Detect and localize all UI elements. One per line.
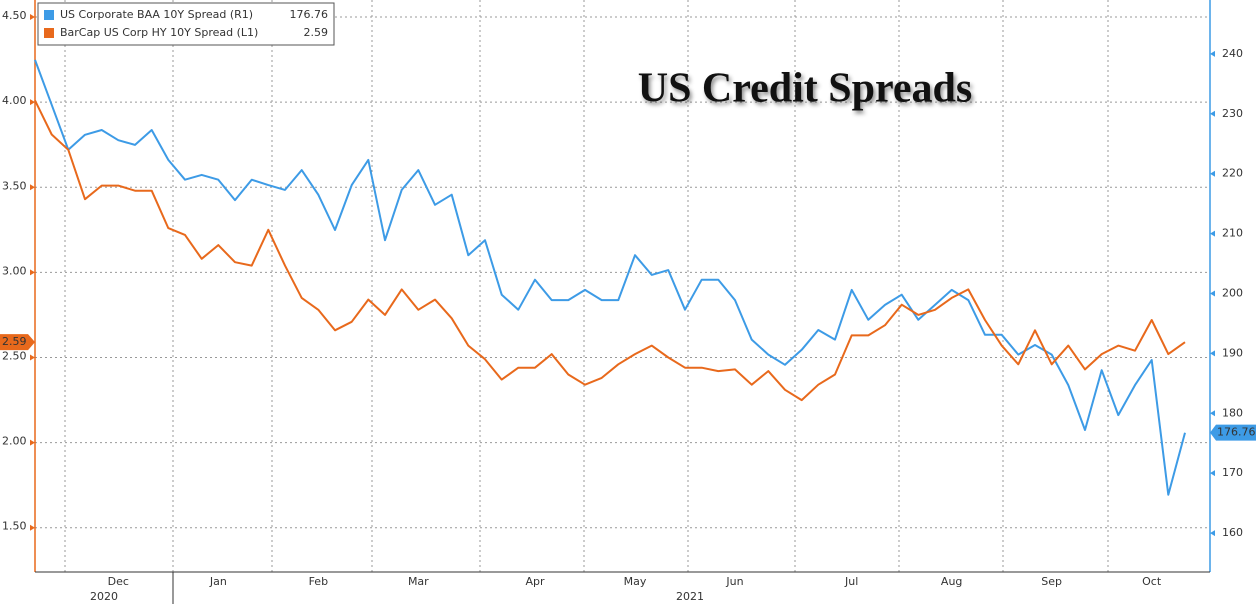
y-tick-mark xyxy=(30,439,35,446)
year-label: 2020 xyxy=(90,590,118,603)
legend-value: 176.76 xyxy=(290,8,329,21)
y2-tick-mark xyxy=(1210,110,1215,117)
x-tick-label: Feb xyxy=(309,575,328,588)
y2-tick-label: 210 xyxy=(1222,227,1243,240)
last-value-label: 176.76 xyxy=(1217,426,1256,439)
y-tick-label: 4.00 xyxy=(2,94,27,107)
x-tick-label: Dec xyxy=(108,575,129,588)
y2-tick-label: 190 xyxy=(1222,346,1243,359)
y2-tick-mark xyxy=(1210,50,1215,57)
y-tick-mark xyxy=(30,99,35,106)
y-tick-mark xyxy=(30,269,35,276)
x-tick-label: Jul xyxy=(844,575,858,588)
y2-tick-label: 240 xyxy=(1222,47,1243,60)
x-tick-label: Oct xyxy=(1142,575,1162,588)
y-tick-mark xyxy=(30,184,35,191)
y2-tick-mark xyxy=(1210,350,1215,357)
chart-title: US Credit Spreads xyxy=(638,66,973,112)
y2-tick-label: 180 xyxy=(1222,406,1243,419)
y-tick-mark xyxy=(30,524,35,531)
y2-tick-mark xyxy=(1210,170,1215,177)
y2-tick-mark xyxy=(1210,290,1215,297)
y2-tick-label: 220 xyxy=(1222,167,1243,180)
y2-tick-mark xyxy=(1210,470,1215,477)
y2-tick-mark xyxy=(1210,530,1215,537)
y-tick-mark xyxy=(30,14,35,21)
last-value-label: 2.59 xyxy=(2,335,27,348)
legend-label: BarCap US Corp HY 10Y Spread (L1) xyxy=(60,26,258,39)
y2-tick-mark xyxy=(1210,230,1215,237)
y-tick-label: 2.00 xyxy=(2,435,27,448)
legend-label: US Corporate BAA 10Y Spread (R1) xyxy=(60,8,253,21)
legend-box xyxy=(37,2,335,46)
series-line xyxy=(34,59,1186,496)
x-tick-label: Sep xyxy=(1041,575,1062,588)
legend-swatch xyxy=(44,10,54,20)
legend-value: 2.59 xyxy=(304,26,329,39)
x-tick-label: May xyxy=(624,575,647,588)
legend-swatch xyxy=(44,28,54,38)
year-label: 2021 xyxy=(676,590,704,603)
legend: US Corporate BAA 10Y Spread (R1) 176.76 Ba… xyxy=(37,2,335,46)
series-line xyxy=(34,99,1186,402)
y2-tick-label: 230 xyxy=(1222,107,1243,120)
y-tick-label: 1.50 xyxy=(2,520,27,533)
y2-tick-mark xyxy=(1210,410,1215,417)
y2-tick-label: 160 xyxy=(1222,526,1243,539)
x-tick-label: Jan xyxy=(209,575,227,588)
y-tick-label: 3.00 xyxy=(2,264,27,277)
y-tick-label: 4.50 xyxy=(2,9,27,22)
x-tick-label: Mar xyxy=(408,575,429,588)
last-value-tag xyxy=(1210,424,1256,441)
x-tick-label: Jun xyxy=(725,575,743,588)
y-tick-label: 2.50 xyxy=(2,350,27,363)
last-value-tag xyxy=(0,334,35,351)
x-tick-label: Aug xyxy=(941,575,962,588)
y2-tick-label: 200 xyxy=(1222,286,1243,299)
y-tick-label: 3.50 xyxy=(2,179,27,192)
y2-tick-label: 170 xyxy=(1222,466,1243,479)
x-tick-label: Apr xyxy=(525,575,545,588)
y-tick-mark xyxy=(30,354,35,361)
